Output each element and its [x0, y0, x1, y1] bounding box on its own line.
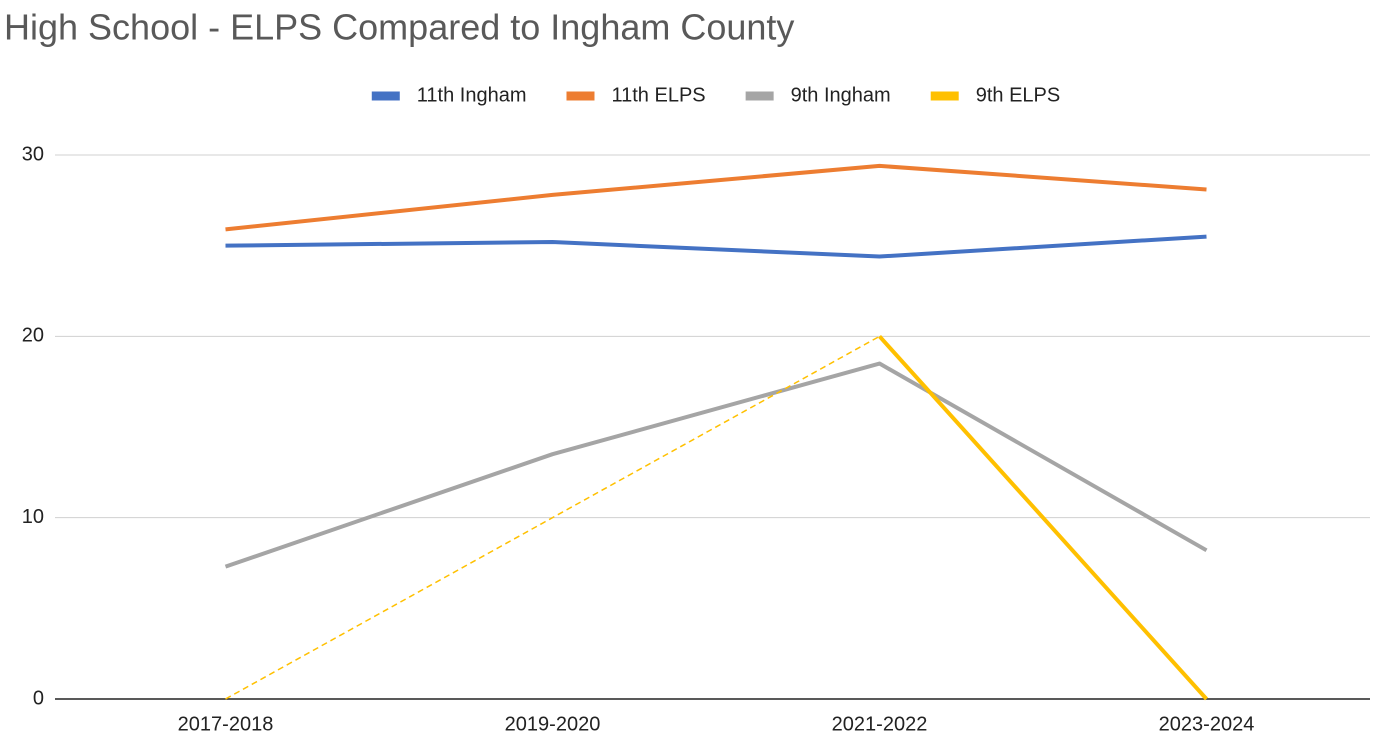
legend-label: 9th ELPS	[976, 84, 1061, 106]
y-tick-label: 0	[33, 687, 44, 709]
series-line	[224, 361, 1208, 569]
chart-title: High School - ELPS Compared to Ingham Co…	[4, 7, 794, 48]
y-tick-label: 20	[22, 325, 44, 347]
legend-label: 11th Ingham	[417, 84, 527, 106]
x-tick-label: 2017-2018	[178, 713, 274, 735]
series-line	[878, 334, 1208, 701]
series-line	[225, 163, 1207, 232]
y-tick-label: 10	[22, 506, 44, 528]
x-tick-label: 2023-2024	[1159, 713, 1255, 735]
legend-label: 11th ELPS	[611, 84, 705, 106]
series-line	[225, 234, 1207, 259]
gap-line	[225, 335, 880, 700]
legend-label: 9th Ingham	[791, 84, 891, 106]
x-tick-label: 2021-2022	[832, 713, 928, 735]
y-tick-label: 30	[22, 143, 44, 165]
x-tick-label: 2019-2020	[505, 713, 601, 735]
